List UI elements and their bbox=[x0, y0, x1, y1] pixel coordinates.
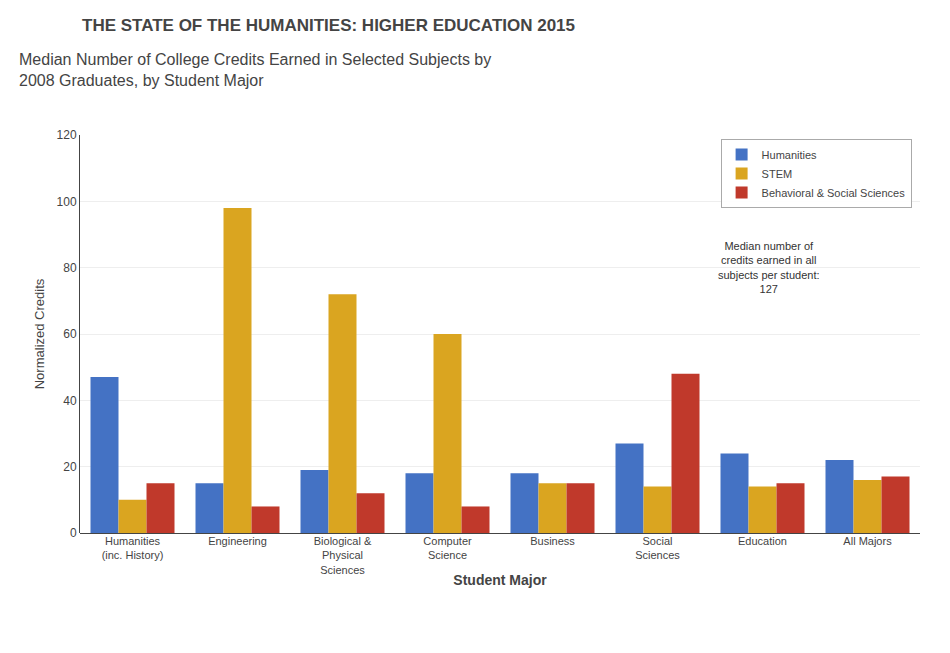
svg-text:THE STATE OF THE HUMANITIES: H: THE STATE OF THE HUMANITIES: HIGHER EDUC… bbox=[82, 16, 575, 35]
svg-text:Engineering: Engineering bbox=[208, 535, 267, 547]
svg-text:80: 80 bbox=[63, 261, 77, 275]
svg-text:Humanities(inc. History): Humanities(inc. History) bbox=[102, 535, 164, 561]
svg-text:All Majors: All Majors bbox=[843, 535, 892, 547]
svg-text:Business: Business bbox=[530, 535, 575, 547]
svg-text:Normalized Credits: Normalized Credits bbox=[32, 278, 47, 389]
svg-text:Median Number of College Credi: Median Number of College Credits Earned … bbox=[19, 51, 491, 89]
svg-text:100: 100 bbox=[57, 195, 77, 209]
svg-text:SocialSciences: SocialSciences bbox=[635, 535, 680, 561]
svg-text:STEM: STEM bbox=[762, 168, 793, 180]
svg-text:ComputerScience: ComputerScience bbox=[423, 535, 472, 561]
svg-text:Biological &PhysicalSciences: Biological &PhysicalSciences bbox=[314, 535, 372, 576]
svg-text:Education: Education bbox=[738, 535, 787, 547]
svg-text:60: 60 bbox=[63, 327, 77, 341]
svg-text:20: 20 bbox=[63, 460, 77, 474]
svg-text:Humanities: Humanities bbox=[762, 149, 818, 161]
svg-text:Median number ofcredits earned: Median number ofcredits earned in allsub… bbox=[718, 240, 820, 295]
svg-text:Behavioral & Social Sciences: Behavioral & Social Sciences bbox=[762, 187, 906, 199]
svg-text:120: 120 bbox=[57, 128, 77, 142]
svg-text:Student Major: Student Major bbox=[453, 572, 547, 588]
svg-text:0: 0 bbox=[70, 526, 77, 540]
svg-text:40: 40 bbox=[63, 394, 77, 408]
